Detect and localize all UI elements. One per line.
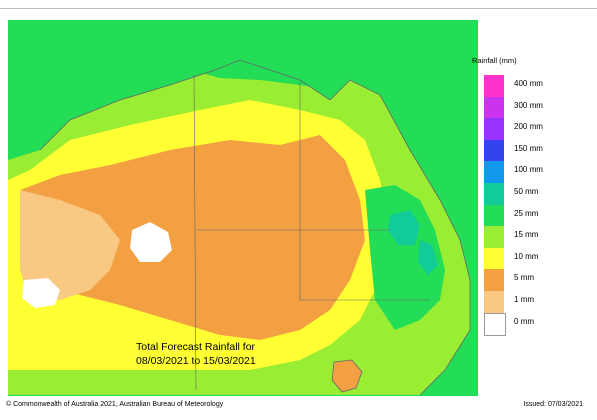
legend-row: 300 mm bbox=[484, 96, 574, 119]
legend-row: 25 mm bbox=[484, 204, 574, 227]
forecast-title: Total Forecast Rainfall for 08/03/2021 t… bbox=[136, 340, 266, 368]
copyright-text: © Commonwealth of Australia 2021, Austra… bbox=[6, 401, 224, 408]
legend: 400 mm 300 mm 200 mm 150 mm 100 mm 50 mm 25 mm… bbox=[484, 75, 574, 337]
legend-swatch bbox=[484, 312, 506, 337]
forecast-title-line2: 08/03/2021 to 15/03/2021 bbox=[136, 355, 256, 367]
legend-swatch bbox=[484, 269, 504, 291]
zero-rain-patch-1 bbox=[130, 222, 172, 262]
legend-row: 100 mm bbox=[484, 161, 574, 183]
teal-patch-2 bbox=[418, 240, 438, 275]
orange-region bbox=[20, 135, 365, 340]
top-end-green bbox=[170, 30, 345, 90]
legend-swatch bbox=[484, 247, 504, 270]
legend-swatch bbox=[484, 204, 504, 227]
legend-swatch bbox=[484, 290, 504, 313]
legend-label: 400 mm bbox=[514, 79, 543, 88]
legend-label: 5 mm bbox=[514, 273, 534, 283]
teal-patch-1 bbox=[388, 210, 420, 245]
legend-label: 0 mm bbox=[514, 316, 534, 326]
legend-row: 400 mm bbox=[484, 75, 574, 97]
forecast-title-line1: Total Forecast Rainfall for bbox=[136, 341, 256, 353]
legend-swatch bbox=[484, 118, 504, 140]
legend-row: 150 mm bbox=[484, 139, 574, 162]
legend-swatch bbox=[484, 139, 504, 162]
legend-row: 50 mm bbox=[484, 182, 574, 205]
legend-swatch bbox=[484, 226, 504, 248]
legend-swatch bbox=[484, 75, 504, 97]
legend-row: 15 mm bbox=[484, 226, 574, 248]
top-bar bbox=[0, 0, 597, 9]
light-orange-region bbox=[20, 190, 120, 300]
legend-label: 200 mm bbox=[514, 122, 543, 132]
legend-label: 1 mm bbox=[514, 294, 534, 304]
legend-label: 300 mm bbox=[514, 100, 543, 110]
east-green-region bbox=[365, 185, 445, 330]
legend-label: 150 mm bbox=[514, 143, 543, 153]
state-borders bbox=[193, 74, 430, 391]
issued-date: Issued: 07/03/2021 bbox=[523, 401, 583, 408]
legend-label: 15 mm bbox=[514, 230, 539, 240]
legend-row: 1 mm bbox=[484, 290, 574, 313]
legend-label: 10 mm bbox=[514, 251, 539, 261]
coastline bbox=[39, 59, 471, 396]
legend-label: 50 mm bbox=[514, 186, 539, 196]
legend-title: Rainfall (mm) bbox=[472, 56, 517, 65]
legend-swatch bbox=[484, 161, 504, 183]
legend-label: 25 mm bbox=[514, 208, 539, 218]
legend-label: 100 mm bbox=[514, 165, 543, 175]
legend-swatch bbox=[484, 182, 504, 205]
legend-row: 10 mm bbox=[484, 247, 574, 270]
zero-rain-patch-2 bbox=[22, 278, 60, 308]
legend-row: 0 mm bbox=[484, 312, 574, 337]
legend-row: 200 mm bbox=[484, 118, 574, 140]
tasmania bbox=[331, 359, 363, 393]
legend-swatch bbox=[484, 96, 504, 119]
legend-row: 5 mm bbox=[484, 269, 574, 291]
